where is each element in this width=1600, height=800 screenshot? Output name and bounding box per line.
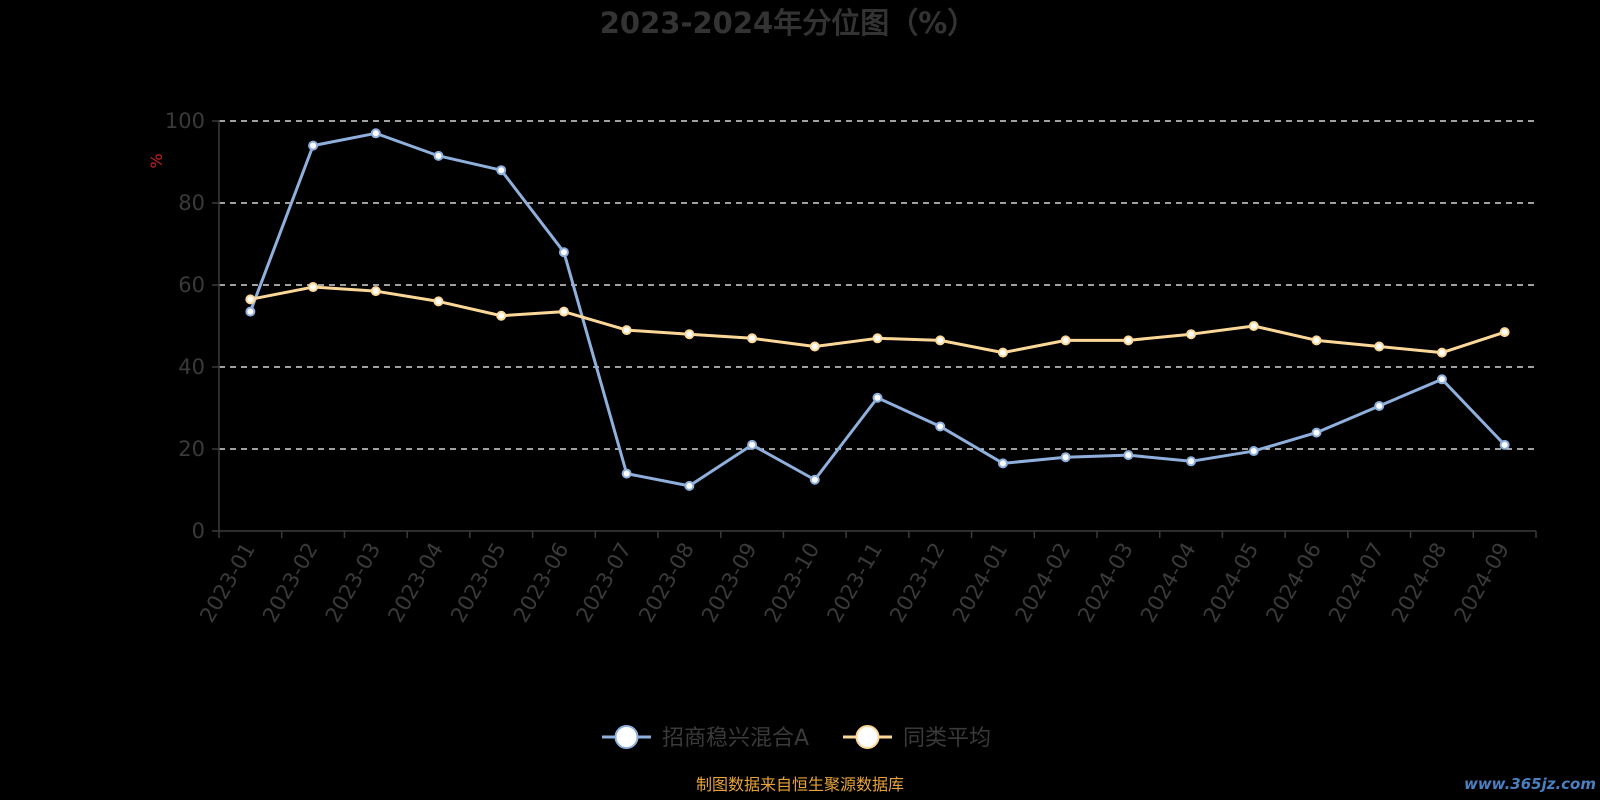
x-tick-label: 2023-08 xyxy=(634,539,699,627)
x-tick-label: 2024-04 xyxy=(1136,539,1201,627)
data-point[interactable] xyxy=(809,341,820,352)
data-point[interactable] xyxy=(1436,374,1447,385)
data-point[interactable] xyxy=(1060,335,1071,346)
data-point[interactable] xyxy=(1186,456,1197,467)
x-tick-label: 2023-06 xyxy=(509,539,574,627)
data-point[interactable] xyxy=(1248,321,1259,331)
data-point[interactable] xyxy=(1060,452,1071,463)
data-point[interactable] xyxy=(1248,446,1259,457)
data-point[interactable] xyxy=(1186,329,1197,340)
legend-marker xyxy=(614,725,639,749)
x-tick-label: 2024-02 xyxy=(1011,539,1076,627)
watermark-logo: www.365jz.com xyxy=(1464,775,1596,793)
legend[interactable]: 招商稳兴混合A 同类平均 xyxy=(602,725,991,751)
x-tick-label: 2024-01 xyxy=(948,539,1013,627)
data-point[interactable] xyxy=(997,458,1008,469)
x-tick-label: 2023-01 xyxy=(195,539,260,627)
data-point[interactable] xyxy=(433,296,444,307)
data-point[interactable] xyxy=(308,282,319,293)
x-tick-label: 2024-06 xyxy=(1261,539,1326,627)
x-tick-label: 2024-09 xyxy=(1450,539,1515,627)
legend-item-0[interactable]: 招商稳兴混合A xyxy=(602,725,809,751)
data-point[interactable] xyxy=(997,347,1008,358)
data-point[interactable] xyxy=(308,140,319,151)
x-tick-label: 2023-10 xyxy=(760,539,825,627)
data-point[interactable] xyxy=(935,335,946,346)
data-point[interactable] xyxy=(872,333,883,344)
data-point[interactable] xyxy=(1123,450,1134,461)
data-point[interactable] xyxy=(1374,400,1385,411)
data-point[interactable] xyxy=(809,474,820,485)
data-point[interactable] xyxy=(1311,427,1322,438)
data-point[interactable] xyxy=(558,306,569,317)
data-point[interactable] xyxy=(684,480,695,491)
data-point[interactable] xyxy=(684,329,695,340)
y-tick-label: 40 xyxy=(178,355,205,379)
legend-label: 同类平均 xyxy=(903,726,991,751)
y-tick-labels: 0 20 40 60 80 100 xyxy=(165,109,205,543)
data-point[interactable] xyxy=(496,165,507,176)
data-point[interactable] xyxy=(558,247,569,258)
x-tick-label: 2023-09 xyxy=(697,539,762,627)
data-point[interactable] xyxy=(621,468,632,479)
data-point[interactable] xyxy=(872,392,883,403)
data-point[interactable] xyxy=(747,439,758,450)
x-tick-label: 2023-12 xyxy=(885,539,950,627)
x-tick-labels: 2023-012023-022023-032023-042023-052023-… xyxy=(195,539,1514,627)
x-tick-label: 2023-03 xyxy=(321,539,386,627)
series-lines xyxy=(245,128,1510,491)
y-tick-label: 80 xyxy=(178,191,205,215)
y-tick-label: 100 xyxy=(165,109,205,133)
x-tick-label: 2023-02 xyxy=(258,539,323,627)
data-point[interactable] xyxy=(496,310,507,321)
x-tick-label: 2023-07 xyxy=(572,539,637,627)
x-tick-label: 2023-05 xyxy=(446,539,511,627)
series-1 xyxy=(245,282,1510,358)
data-point[interactable] xyxy=(433,150,444,161)
x-tick-label: 2023-11 xyxy=(822,539,887,627)
legend-item-1[interactable]: 同类平均 xyxy=(843,725,991,751)
data-point[interactable] xyxy=(621,325,632,336)
legend-label: 招商稳兴混合A xyxy=(662,726,809,751)
axes xyxy=(212,120,1537,538)
y-tick-label: 0 xyxy=(192,519,205,543)
series-0 xyxy=(245,128,1510,491)
legend-marker xyxy=(855,725,880,749)
data-point[interactable] xyxy=(1436,347,1447,358)
x-tick-label: 2024-03 xyxy=(1073,539,1138,627)
x-tick-label: 2024-07 xyxy=(1324,539,1389,627)
x-tick-label: 2024-08 xyxy=(1387,539,1452,627)
data-point[interactable] xyxy=(1123,335,1134,346)
data-point[interactable] xyxy=(370,286,381,297)
data-point[interactable] xyxy=(1374,341,1385,352)
data-point[interactable] xyxy=(1499,439,1510,450)
y-tick-label: 60 xyxy=(178,273,205,297)
data-point[interactable] xyxy=(747,333,758,344)
x-tick-label: 2023-04 xyxy=(383,539,448,627)
y-tick-label: 20 xyxy=(178,437,205,461)
x-tick-label: 2024-05 xyxy=(1199,539,1264,627)
data-point[interactable] xyxy=(1311,335,1322,346)
data-point[interactable] xyxy=(245,306,256,317)
data-point[interactable] xyxy=(245,294,256,305)
chart-title: 2023-2024年分位图（%） xyxy=(600,6,977,40)
data-point[interactable] xyxy=(935,421,946,432)
data-point[interactable] xyxy=(370,128,381,139)
data-point[interactable] xyxy=(1499,327,1510,338)
data-source-note: 制图数据来自恒生聚源数据库 xyxy=(696,775,904,794)
y-axis-unit-label: % xyxy=(147,153,166,168)
